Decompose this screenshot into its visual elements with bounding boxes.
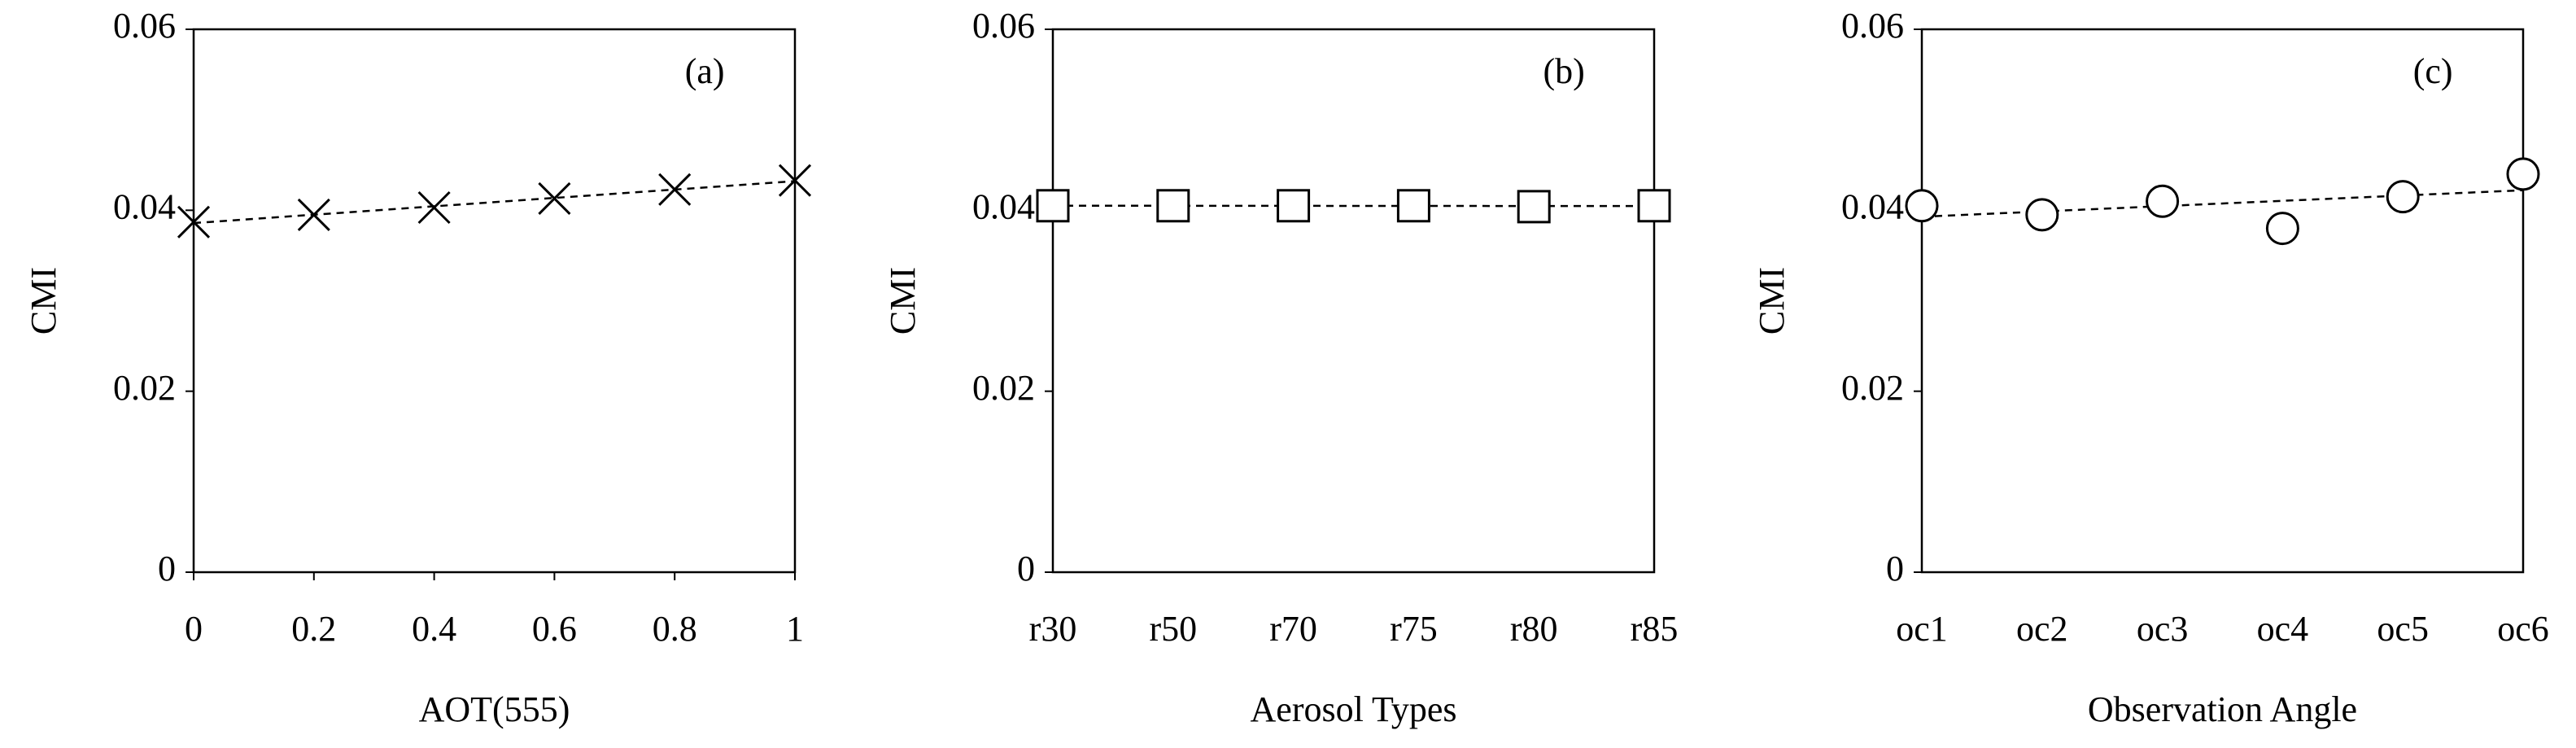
y-axis-label: CMI bbox=[1752, 267, 1792, 335]
marker bbox=[2265, 212, 2299, 246]
annotation: (b) bbox=[1543, 51, 1584, 91]
x-tick-label: 0.2 bbox=[291, 609, 336, 649]
y-tick-label: 0.04 bbox=[113, 186, 176, 226]
x-tick-label: 0 bbox=[185, 609, 203, 649]
y-tick-label: 0.04 bbox=[972, 186, 1035, 226]
marker bbox=[2506, 157, 2540, 191]
y-tick-label: 0.02 bbox=[1841, 368, 1904, 408]
marker bbox=[2386, 180, 2420, 214]
x-tick-label: 0.4 bbox=[412, 609, 456, 649]
marker bbox=[1637, 189, 1671, 223]
y-tick-label: 0.02 bbox=[113, 368, 176, 408]
x-tick-label: oc5 bbox=[2377, 609, 2429, 649]
x-tick-label: oc3 bbox=[2137, 609, 2189, 649]
marker bbox=[1396, 189, 1430, 223]
x-tick-label: 1 bbox=[786, 609, 804, 649]
marker bbox=[778, 164, 812, 197]
y-axis-label: CMI bbox=[24, 267, 63, 335]
marker bbox=[1036, 189, 1070, 223]
x-tick-label: r50 bbox=[1149, 609, 1197, 649]
x-axis-label: Observation Angle bbox=[2088, 689, 2357, 729]
x-tick-label: r75 bbox=[1390, 609, 1438, 649]
x-tick-label: r80 bbox=[1510, 609, 1558, 649]
x-tick-label: oc4 bbox=[2257, 609, 2309, 649]
x-tick-label: r70 bbox=[1269, 609, 1317, 649]
x-tick-label: 0.8 bbox=[653, 609, 697, 649]
y-tick-label: 0.02 bbox=[972, 368, 1035, 408]
y-tick-label: 0 bbox=[1886, 549, 1904, 588]
marker bbox=[1277, 189, 1311, 223]
marker bbox=[2025, 198, 2059, 232]
marker bbox=[297, 198, 330, 231]
x-tick-label: oc2 bbox=[2016, 609, 2068, 649]
marker bbox=[538, 182, 571, 215]
y-tick-label: 0 bbox=[1017, 549, 1035, 588]
x-tick-label: oc6 bbox=[2497, 609, 2549, 649]
annotation: (c) bbox=[2413, 51, 2453, 91]
y-tick-label: 0.06 bbox=[1841, 6, 1904, 46]
y-axis-label: CMI bbox=[883, 267, 923, 335]
trend-line bbox=[1921, 189, 2524, 218]
y-tick-label: 0.06 bbox=[972, 6, 1035, 46]
plot-frame bbox=[192, 28, 797, 574]
marker bbox=[417, 190, 451, 225]
x-tick-label: r30 bbox=[1029, 609, 1077, 649]
plot-frame bbox=[1051, 28, 1656, 574]
marker bbox=[1517, 190, 1551, 224]
marker bbox=[658, 173, 692, 206]
y-tick-label: 0 bbox=[158, 549, 176, 588]
marker bbox=[2146, 184, 2180, 218]
x-tick-label: r85 bbox=[1631, 609, 1679, 649]
plot-frame bbox=[1920, 28, 2525, 574]
x-axis-label: Aerosol Types bbox=[1251, 689, 1457, 729]
x-axis-label: AOT(555) bbox=[419, 689, 570, 729]
annotation: (a) bbox=[685, 51, 725, 91]
x-tick-label: 0.6 bbox=[532, 609, 577, 649]
trend-line bbox=[193, 180, 796, 225]
y-tick-label: 0.04 bbox=[1841, 186, 1904, 226]
marker bbox=[1905, 189, 1939, 223]
x-tick-label: oc1 bbox=[1896, 609, 1948, 649]
marker bbox=[177, 205, 211, 238]
marker bbox=[1156, 189, 1190, 223]
y-tick-label: 0.06 bbox=[113, 6, 176, 46]
